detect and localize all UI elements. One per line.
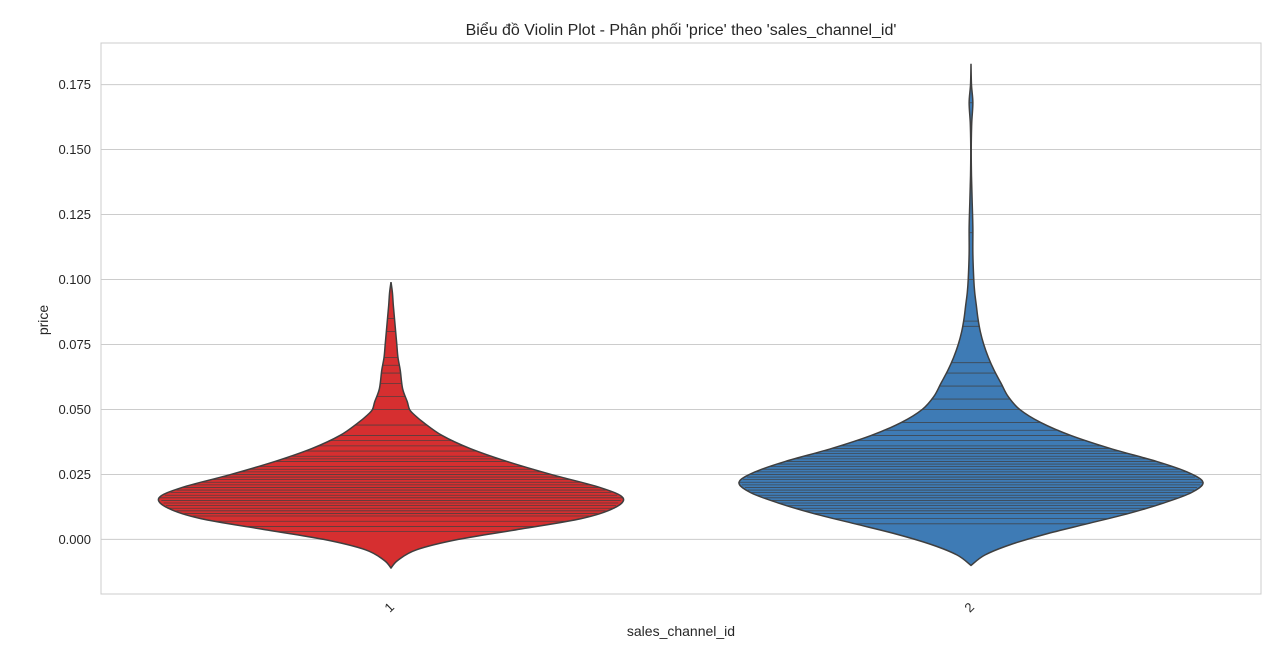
y-tick-label: 0.025 bbox=[58, 467, 91, 482]
y-axis-label: price bbox=[35, 305, 51, 336]
x-axis-label: sales_channel_id bbox=[627, 623, 735, 639]
y-tick-label: 0.100 bbox=[58, 272, 91, 287]
x-tick-label: 1 bbox=[381, 600, 397, 616]
violin-body bbox=[738, 63, 1204, 566]
chart-title: Biểu đồ Violin Plot - Phân phối 'price' … bbox=[466, 21, 897, 39]
violins bbox=[157, 63, 1204, 570]
y-tick-label: 0.050 bbox=[58, 402, 91, 417]
y-tick-label: 0.125 bbox=[58, 207, 91, 222]
y-tick-label: 0.175 bbox=[58, 77, 91, 92]
y-tick-label: 0.075 bbox=[58, 337, 91, 352]
plot-area-frame bbox=[100, 42, 1262, 595]
y-tick-label: 0.150 bbox=[58, 142, 91, 157]
violin-outline bbox=[738, 63, 1204, 567]
x-tick-label: 2 bbox=[961, 600, 977, 616]
violin-outline bbox=[157, 282, 625, 570]
violin-2 bbox=[738, 63, 1204, 567]
y-tick-label: 0.000 bbox=[58, 532, 91, 547]
violin-1 bbox=[157, 282, 625, 570]
y-tick-labels: 0.000 0.025 0.050 0.075 0.100 0.125 0.150 0.175 bbox=[58, 77, 91, 547]
